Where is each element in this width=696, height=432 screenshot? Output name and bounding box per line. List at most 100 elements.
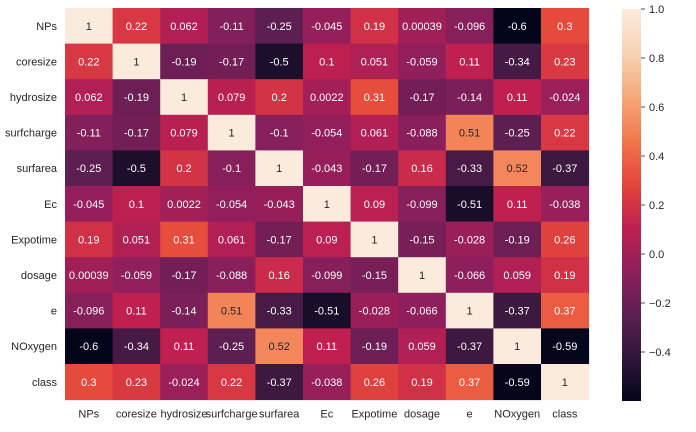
cell-value-label: 0.061 <box>361 128 389 140</box>
heatmap-cell <box>112 257 161 294</box>
heatmap-cell <box>541 186 590 223</box>
cell-value-label: -0.33 <box>457 163 482 175</box>
heatmap-cell <box>303 221 352 258</box>
cell-value-label: -0.1 <box>222 163 241 175</box>
cell-value-label: -0.19 <box>171 56 196 68</box>
cell-value-label: 0.51 <box>221 306 242 318</box>
cell-value-label: -0.19 <box>505 234 530 246</box>
heatmap-cell <box>65 257 114 294</box>
heatmap-cell <box>350 257 399 294</box>
column-label: surfarea <box>259 409 300 421</box>
heatmap-cell <box>207 292 256 329</box>
heatmap-cell <box>160 221 209 258</box>
cell-value-label: -0.088 <box>406 128 437 140</box>
column-label: NPs <box>78 409 99 421</box>
cell-value-label: 0.16 <box>268 270 289 282</box>
heatmap-cell <box>112 328 161 365</box>
heatmap-cell <box>493 328 542 365</box>
heatmap-cell <box>160 43 209 80</box>
cell-value-label: 0.3 <box>557 21 572 33</box>
heatmap-cell <box>160 364 209 401</box>
cell-value-label: 0.079 <box>218 92 246 104</box>
cell-value-label: 0.11 <box>174 341 195 353</box>
heatmap-cell <box>350 221 399 258</box>
cell-value-label: -0.099 <box>406 199 437 211</box>
heatmap-cell <box>303 79 352 116</box>
cell-value-label: -0.25 <box>267 21 292 33</box>
heatmap-cell <box>160 186 209 223</box>
cell-value-label: -0.17 <box>409 92 434 104</box>
column-label: surfcharge <box>206 409 258 421</box>
cell-value-label: 0.19 <box>554 270 575 282</box>
cell-value-label: -0.17 <box>171 270 196 282</box>
heatmap-cell <box>493 114 542 151</box>
cell-value-label: -0.17 <box>267 234 292 246</box>
cell-value-label: 0.51 <box>459 128 480 140</box>
cell-value-label: -0.038 <box>549 199 580 211</box>
cell-value-label: -0.34 <box>124 341 149 353</box>
heatmap-cell <box>541 328 590 365</box>
colorbar-ticks: 1.0 0.8 0.6 0.4 0.2 0.0 −0.2 −0.4 <box>641 4 671 359</box>
heatmap-cell <box>112 114 161 151</box>
cell-value-label: 0.19 <box>78 234 99 246</box>
row-label: Expotime <box>11 234 57 246</box>
heatmap-cell <box>255 328 304 365</box>
cell-value-label: 0.062 <box>170 21 198 33</box>
heatmap-cell <box>112 186 161 223</box>
cell-value-label: -0.51 <box>457 199 482 211</box>
row-label: coresize <box>16 56 57 68</box>
heatmap-cell <box>207 150 256 187</box>
cell-value-label: 0.00039 <box>69 270 109 282</box>
cell-value-label: -0.14 <box>171 306 196 318</box>
colorbar-tick-label: 0.4 <box>649 151 664 163</box>
heatmap-cell <box>303 257 352 294</box>
column-label: dosage <box>404 409 440 421</box>
cell-value-label: -0.37 <box>267 377 292 389</box>
heatmap-cell <box>398 257 447 294</box>
cell-value-label: 0.1 <box>129 199 144 211</box>
heatmap-cell <box>65 186 114 223</box>
heatmap-cell <box>255 364 304 401</box>
colorbar: 1.0 0.8 0.6 0.4 0.2 0.0 −0.2 −0.4 <box>622 4 671 401</box>
heatmap-cell <box>160 150 209 187</box>
heatmap-cell <box>65 328 114 365</box>
cell-value-label: -0.045 <box>311 21 342 33</box>
column-label: NOxygen <box>494 409 540 421</box>
heatmap-cell <box>493 221 542 258</box>
cell-value-label: -0.028 <box>359 306 390 318</box>
heatmap-cell <box>112 79 161 116</box>
heatmap-cell <box>255 257 304 294</box>
cell-value-label: 1 <box>562 377 568 389</box>
heatmap-cell <box>350 328 399 365</box>
heatmap-cell <box>160 328 209 365</box>
heatmap-cell <box>493 364 542 401</box>
cell-value-label: 0.079 <box>170 128 198 140</box>
heatmap-cell <box>65 43 114 80</box>
heatmap-cell <box>112 292 161 329</box>
cell-value-label: -0.088 <box>216 270 247 282</box>
cell-value-label: 0.22 <box>78 56 99 68</box>
cell-value-label: 0.2 <box>272 92 287 104</box>
cell-value-label: -0.059 <box>121 270 152 282</box>
colorbar-tick-label: 1.0 <box>649 4 664 16</box>
heatmap-cell <box>350 79 399 116</box>
row-label: Ec <box>44 199 57 211</box>
heatmap-cell <box>112 8 161 45</box>
heatmap-cell <box>207 79 256 116</box>
heatmap-cell <box>65 8 114 45</box>
cell-value-label: 1 <box>276 163 282 175</box>
heatmap-cell <box>350 150 399 187</box>
cell-value-label: 0.16 <box>411 163 432 175</box>
cell-value-label: 0.2 <box>176 163 191 175</box>
colorbar-tick-label: 0.6 <box>649 102 664 114</box>
row-label: surfarea <box>17 163 58 175</box>
heatmap-cell <box>445 257 494 294</box>
heatmap-cell <box>541 364 590 401</box>
heatmap-cell <box>255 186 304 223</box>
cell-value-label: -0.15 <box>362 270 387 282</box>
colorbar-tick-label: 0.8 <box>649 53 664 65</box>
cell-value-label: -0.099 <box>311 270 342 282</box>
heatmap-cell <box>65 150 114 187</box>
heatmap-cell <box>255 43 304 80</box>
heatmap-cell <box>303 150 352 187</box>
